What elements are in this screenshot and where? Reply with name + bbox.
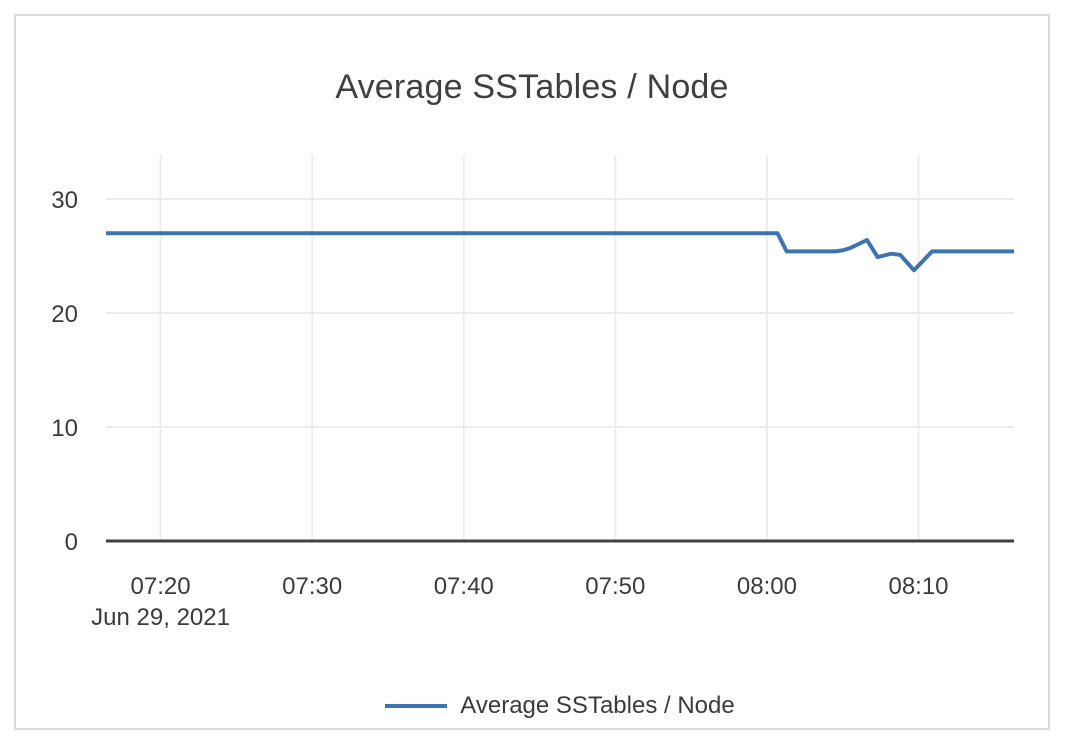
legend-line-swatch bbox=[385, 704, 448, 708]
series-line bbox=[106, 231, 1014, 273]
x-tick-label: 08:10 bbox=[888, 573, 948, 600]
y-tick-label: 20 bbox=[51, 301, 78, 328]
x-tick-label: 07:50 bbox=[585, 573, 645, 600]
x-tick-label: 08:00 bbox=[737, 573, 797, 600]
x-tick-label: 07:20 bbox=[131, 573, 191, 600]
chart-title: Average SSTables / Node bbox=[335, 68, 729, 106]
x-tick-label: 07:30 bbox=[282, 573, 342, 600]
y-tick-label: 30 bbox=[51, 187, 78, 214]
chart-card: Average SSTables / Node bbox=[14, 14, 1050, 730]
x-tick-label: 07:40 bbox=[434, 573, 494, 600]
y-tick-label: 0 bbox=[65, 529, 78, 556]
x-axis-date-label: Jun 29, 2021 bbox=[91, 604, 230, 631]
legend-label: Average SSTables / Node bbox=[460, 692, 735, 719]
legend-item[interactable]: Average SSTables / Node bbox=[385, 692, 735, 720]
chart-legend: Average SSTables / Node bbox=[106, 690, 1014, 722]
y-tick-label: 10 bbox=[51, 415, 78, 442]
